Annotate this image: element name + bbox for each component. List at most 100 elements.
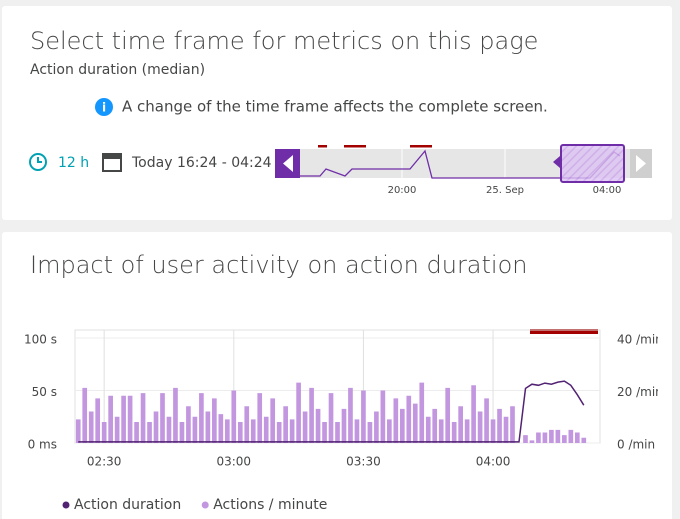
bar (276, 422, 282, 443)
line (78, 380, 585, 443)
bar (205, 411, 211, 443)
bar (127, 395, 133, 443)
bar (95, 398, 101, 443)
bar (529, 440, 535, 443)
y-tick-label: 50 s (32, 385, 57, 399)
plot: 0 ms 50 s 100 s 02:30 03:00 03:30 04:00 (24, 329, 601, 469)
bar (523, 435, 528, 443)
bar (354, 419, 360, 443)
bar (432, 408, 438, 443)
bar (406, 395, 412, 443)
chart-card (2, 232, 672, 519)
bar (315, 408, 321, 443)
bar (192, 416, 198, 443)
problem-marker (344, 145, 366, 148)
bar (186, 406, 191, 443)
bar (574, 432, 580, 443)
bar (257, 393, 263, 443)
x-tick-label: 02:30 (87, 455, 122, 469)
bar (393, 398, 399, 443)
next-arrow (636, 155, 646, 172)
bar (562, 435, 567, 443)
bar (218, 414, 224, 443)
x-tick-label: 03:30 (346, 455, 381, 469)
bar (101, 422, 107, 443)
bar (425, 416, 431, 443)
bar (510, 406, 515, 443)
bar (555, 429, 561, 443)
bar (224, 419, 230, 443)
bar (445, 387, 451, 443)
bar (160, 393, 165, 443)
bar (82, 387, 88, 443)
bar (212, 398, 217, 443)
bar (438, 419, 444, 443)
bar (289, 419, 295, 443)
bar (309, 387, 314, 443)
right-axis: 0 /min 20 /min 40 /min (617, 333, 663, 452)
bar (419, 382, 425, 443)
bar (568, 429, 574, 443)
bar (296, 382, 301, 443)
bar (114, 416, 120, 443)
legend-label: Action duration (74, 497, 181, 513)
bar (477, 411, 483, 443)
bar (270, 398, 276, 443)
bar (341, 408, 347, 443)
bar (283, 406, 288, 443)
bar (464, 419, 470, 443)
info-text: A change of the time frame affects the c… (122, 98, 548, 116)
bar (179, 422, 185, 443)
bar (581, 437, 587, 443)
problem-marker (410, 145, 432, 148)
bar (451, 422, 457, 443)
legend-label: Actions / minute (213, 497, 327, 513)
subtitle: Action duration (median) (30, 62, 205, 78)
clock-icon (29, 153, 47, 171)
bar (153, 411, 159, 443)
problem-marker (318, 145, 327, 148)
bar (503, 416, 509, 443)
legend-swatch (201, 501, 209, 509)
x-tick-label: 03:00 (216, 455, 251, 469)
y2-tick-label: 40 /min (617, 333, 663, 347)
selection[interactable] (560, 144, 625, 183)
bar (399, 408, 405, 443)
bar (412, 403, 418, 443)
bar (374, 411, 379, 443)
y2-tick-label: 20 /min (617, 385, 663, 399)
bar (244, 406, 250, 443)
bar (380, 390, 386, 443)
bar (328, 393, 334, 443)
bar (497, 408, 502, 443)
duration[interactable]: 12 h (58, 155, 89, 171)
bar (140, 393, 146, 443)
bar (367, 422, 373, 443)
timeline-tick: 25. Sep (486, 185, 524, 196)
info-icon-glyph: i (102, 101, 106, 115)
info-icon (95, 98, 113, 116)
x-tick-label: 04:00 (476, 455, 511, 469)
bar (147, 422, 152, 443)
time-range[interactable]: Today 16:24 - 04:24 (131, 155, 272, 171)
bar (173, 387, 178, 443)
bar (458, 406, 463, 443)
y-tick-label: 100 s (24, 333, 57, 347)
problem-marker (530, 329, 598, 334)
bar (490, 419, 496, 443)
timeline-tick: 04:00 (593, 185, 622, 196)
bar (322, 422, 327, 443)
bar (361, 390, 366, 443)
bar (348, 387, 353, 443)
bar (199, 393, 204, 443)
selection-handle[interactable] (553, 156, 560, 168)
bar (542, 432, 548, 443)
bar (536, 432, 541, 443)
bar (484, 398, 489, 443)
timeline-tick: 20:00 (388, 185, 417, 196)
bar (549, 429, 554, 443)
legend-swatch (62, 501, 70, 509)
bar (166, 416, 172, 443)
bar (263, 416, 269, 443)
